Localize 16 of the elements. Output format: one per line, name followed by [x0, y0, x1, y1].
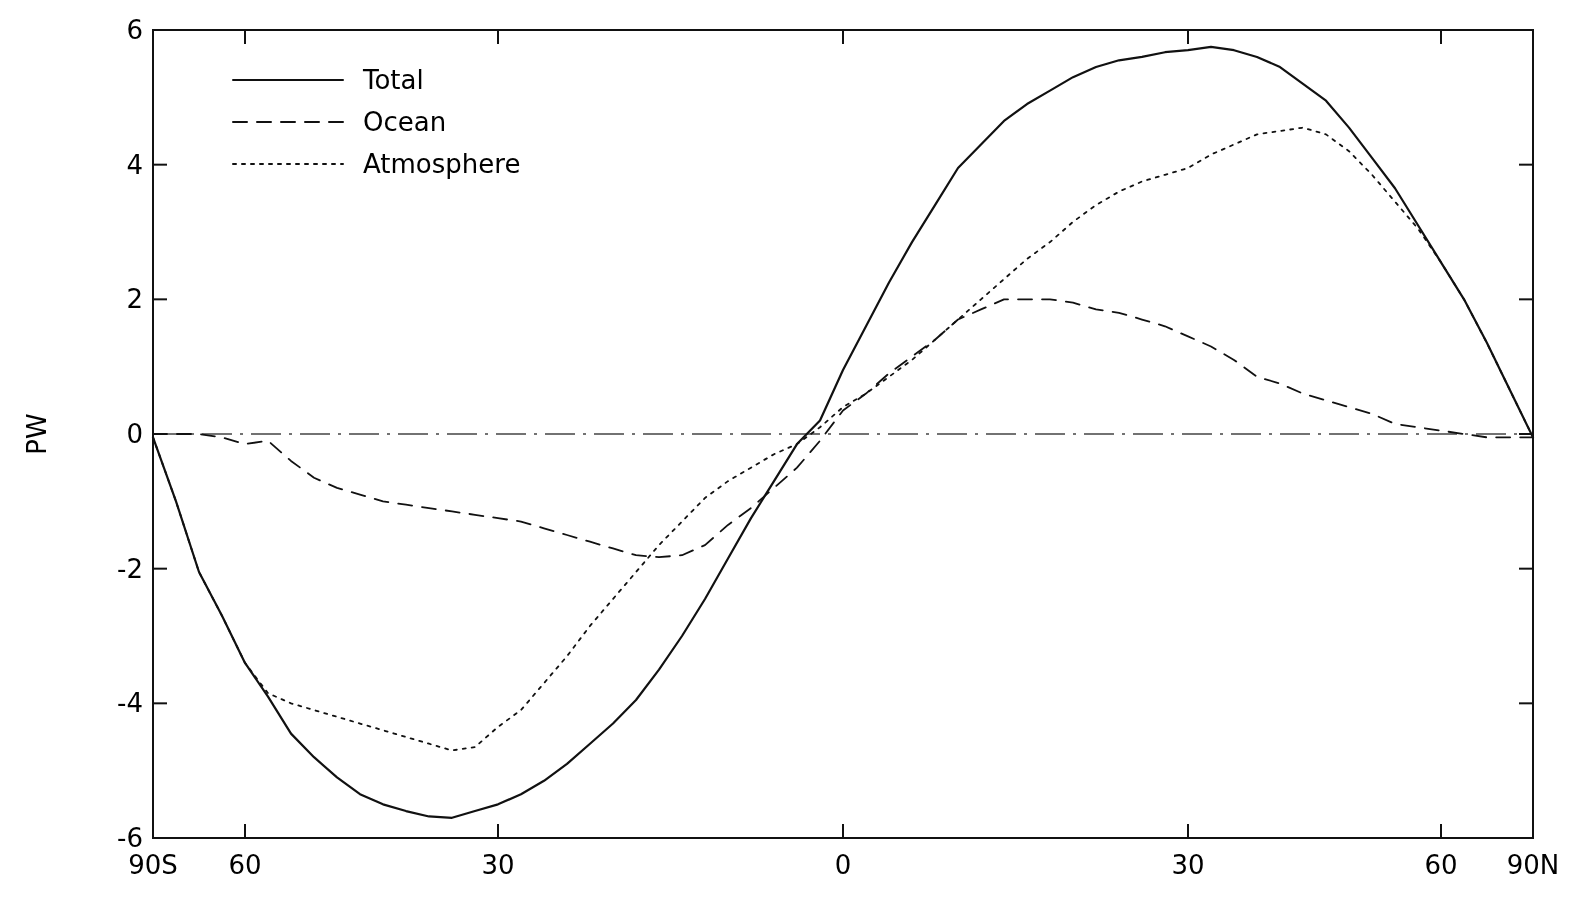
x-tick-label: 0 [834, 850, 852, 880]
x-tick-label: 60 [228, 850, 262, 880]
y-tick-label: 2 [126, 284, 143, 315]
x-tick-label: 90N [1506, 850, 1560, 880]
y-tick-label: 4 [126, 149, 143, 180]
y-axis-title: PW [22, 413, 52, 455]
x-tick-label: 30 [481, 850, 515, 880]
y-tick-label: -2 [117, 553, 143, 584]
x-tick-label: 30 [1171, 850, 1205, 880]
legend-label: Total [362, 65, 424, 96]
x-tick-label: 60 [1424, 850, 1458, 880]
legend-label: Atmosphere [363, 149, 521, 180]
legend-label: Ocean [363, 107, 447, 138]
y-tick-label: 0 [126, 419, 143, 450]
y-tick-label: 6 [126, 15, 143, 46]
y-tick-label: -4 [117, 688, 143, 719]
